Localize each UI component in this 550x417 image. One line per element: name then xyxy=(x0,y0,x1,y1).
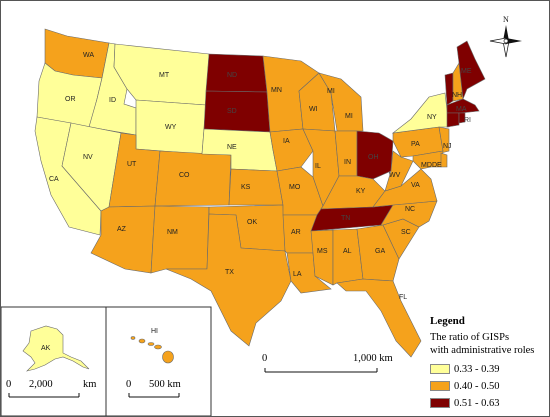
state-sd xyxy=(203,90,271,133)
label-wa: WA xyxy=(83,52,94,59)
scale-main-end: 1,000 km xyxy=(353,353,393,364)
state-fl xyxy=(336,278,422,358)
legend-item-high: 0.51 - 0.63 xyxy=(430,397,500,409)
label-mo: MO xyxy=(289,184,301,191)
label-ks: KS xyxy=(241,184,251,191)
label-md: MD xyxy=(421,162,432,169)
label-ar: AR xyxy=(291,229,301,236)
state-nm xyxy=(150,205,210,274)
label-ca: CA xyxy=(49,176,59,183)
north-label: N xyxy=(503,15,509,24)
state-wi xyxy=(298,72,336,132)
label-tx: TX xyxy=(225,269,234,276)
label-sc: SC xyxy=(401,229,411,236)
legend-title: Legend xyxy=(430,315,465,327)
state-mi xyxy=(318,72,364,132)
label-az: AZ xyxy=(117,226,127,233)
state-ct xyxy=(446,112,460,128)
label-ne: NE xyxy=(227,144,237,151)
inset-frame-alaska xyxy=(1,306,107,416)
legend-subtitle-line1: The ratio of GISPs xyxy=(430,332,510,343)
state-co xyxy=(154,150,232,207)
state-ms xyxy=(310,229,334,286)
scale-bar-alaska xyxy=(8,393,80,398)
label-la: LA xyxy=(293,271,302,278)
state-ga xyxy=(356,224,400,282)
label-mt: MT xyxy=(159,72,170,79)
scale-bar-main xyxy=(264,368,378,373)
state-ak xyxy=(22,325,90,372)
label-fl: FL xyxy=(399,294,407,301)
scale-hawaii-end: 500 km xyxy=(149,379,181,390)
label-me: ME xyxy=(461,68,472,75)
state-in xyxy=(334,130,358,177)
scale-alaska-unit: km xyxy=(83,379,97,390)
legend-label-mid: 0.40 - 0.50 xyxy=(454,380,500,392)
north-arrow-icon: N xyxy=(489,15,522,58)
label-wy: WY xyxy=(165,124,177,131)
label-de: DE xyxy=(432,162,442,169)
scale-main-start: 0 xyxy=(262,353,268,364)
label-wv: WV xyxy=(389,172,401,179)
label-hi: HI xyxy=(151,328,158,335)
label-nj: NJ xyxy=(443,143,452,150)
state-de xyxy=(440,152,448,168)
legend-subtitle-line2: with administrative roles xyxy=(430,345,535,356)
label-ut: UT xyxy=(127,161,137,168)
label-il: IL xyxy=(315,163,321,170)
label-ok: OK xyxy=(247,219,257,226)
legend-item-low: 0.33 - 0.39 xyxy=(430,363,500,375)
inset-frame-hawaii xyxy=(105,306,212,416)
state-ks xyxy=(228,168,284,206)
label-nd: ND xyxy=(227,72,237,79)
label-mi-lower: MI xyxy=(345,113,353,120)
legend-swatch-mid xyxy=(430,381,450,391)
legend-swatch-high xyxy=(430,398,450,408)
state-hi xyxy=(130,336,174,364)
legend-label-low: 0.33 - 0.39 xyxy=(454,363,500,375)
state-ri xyxy=(458,112,466,124)
label-ia: IA xyxy=(283,138,290,145)
legend-label-high: 0.51 - 0.63 xyxy=(454,397,500,409)
label-va: VA xyxy=(411,182,420,189)
label-or: OR xyxy=(65,96,76,103)
label-ms: MS xyxy=(317,248,328,255)
legend-subtitle: The ratio of GISPs with administrative r… xyxy=(430,331,549,357)
label-nm: NM xyxy=(167,229,178,236)
label-tn: TN xyxy=(341,215,350,222)
label-oh: OH xyxy=(368,154,379,161)
legend-swatch-low xyxy=(430,364,450,374)
state-ny xyxy=(391,92,450,134)
label-mi: MI xyxy=(327,88,335,95)
label-ak: AK xyxy=(41,345,51,352)
label-ma: MA xyxy=(456,106,467,113)
label-sd: SD xyxy=(227,108,237,115)
scale-alaska-start: 0 xyxy=(6,379,12,390)
label-al: AL xyxy=(343,248,352,255)
label-nh: NH xyxy=(452,92,462,99)
label-ga: GA xyxy=(375,248,385,255)
state-me xyxy=(456,40,486,100)
scale-hawaii-start: 0 xyxy=(126,379,132,390)
legend-item-mid: 0.40 - 0.50 xyxy=(430,380,500,392)
label-nv: NV xyxy=(83,154,93,161)
scale-bar-hawaii xyxy=(128,393,180,398)
label-pa: PA xyxy=(411,141,420,148)
label-wi: WI xyxy=(309,106,318,113)
state-tx xyxy=(165,213,292,347)
scale-alaska-end: 2,000 xyxy=(29,379,53,390)
label-ny: NY xyxy=(427,114,437,121)
label-nc: NC xyxy=(405,206,415,213)
label-mn: MN xyxy=(271,87,282,94)
label-ri: RI xyxy=(464,117,471,124)
state-vt xyxy=(444,72,454,106)
label-in: IN xyxy=(344,159,351,166)
label-co: CO xyxy=(179,172,190,179)
label-id: ID xyxy=(109,97,116,104)
state-md xyxy=(412,150,444,170)
state-nj xyxy=(438,126,450,154)
label-ky: KY xyxy=(356,188,366,195)
